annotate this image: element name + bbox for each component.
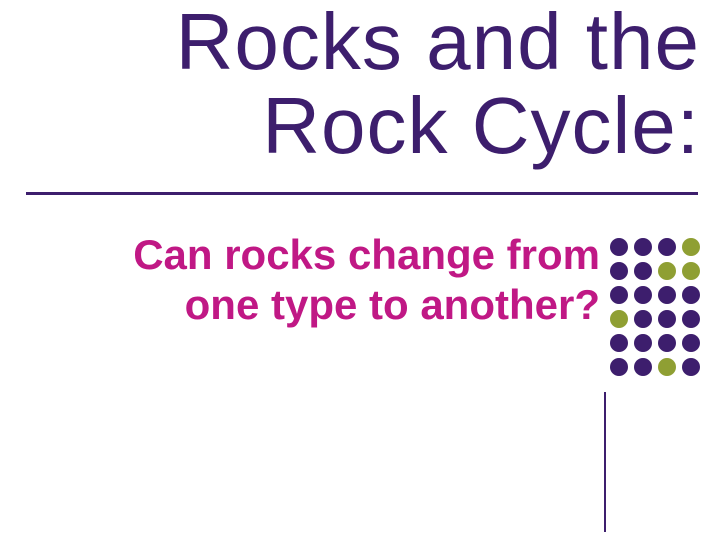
accent-dot [634, 238, 652, 256]
accent-dot [658, 358, 676, 376]
accent-dot [610, 238, 628, 256]
accent-dot [658, 334, 676, 352]
slide: Rocks and the Rock Cycle: Can rocks chan… [0, 0, 720, 540]
accent-dot [610, 286, 628, 304]
accent-dot [658, 286, 676, 304]
accent-dot [658, 262, 676, 280]
accent-dot [610, 358, 628, 376]
accent-dot [610, 310, 628, 328]
accent-dot [634, 310, 652, 328]
accent-dot [658, 310, 676, 328]
accent-dot [682, 358, 700, 376]
slide-subtitle: Can rocks change from one type to anothe… [60, 230, 600, 329]
accent-dot [610, 334, 628, 352]
subtitle-wrap: Can rocks change from one type to anothe… [60, 230, 600, 329]
accent-dot [682, 238, 700, 256]
accent-dot [634, 286, 652, 304]
accent-dot [682, 262, 700, 280]
accent-dot [634, 334, 652, 352]
accent-dot [610, 262, 628, 280]
accent-dot-grid [610, 238, 704, 380]
slide-title: Rocks and the Rock Cycle: [0, 0, 700, 168]
accent-dot [682, 310, 700, 328]
accent-dot [682, 334, 700, 352]
title-underline [26, 192, 698, 195]
accent-dot [682, 286, 700, 304]
accent-dot [634, 262, 652, 280]
accent-dot [658, 238, 676, 256]
accent-dot [634, 358, 652, 376]
accent-vertical-line [604, 392, 606, 532]
